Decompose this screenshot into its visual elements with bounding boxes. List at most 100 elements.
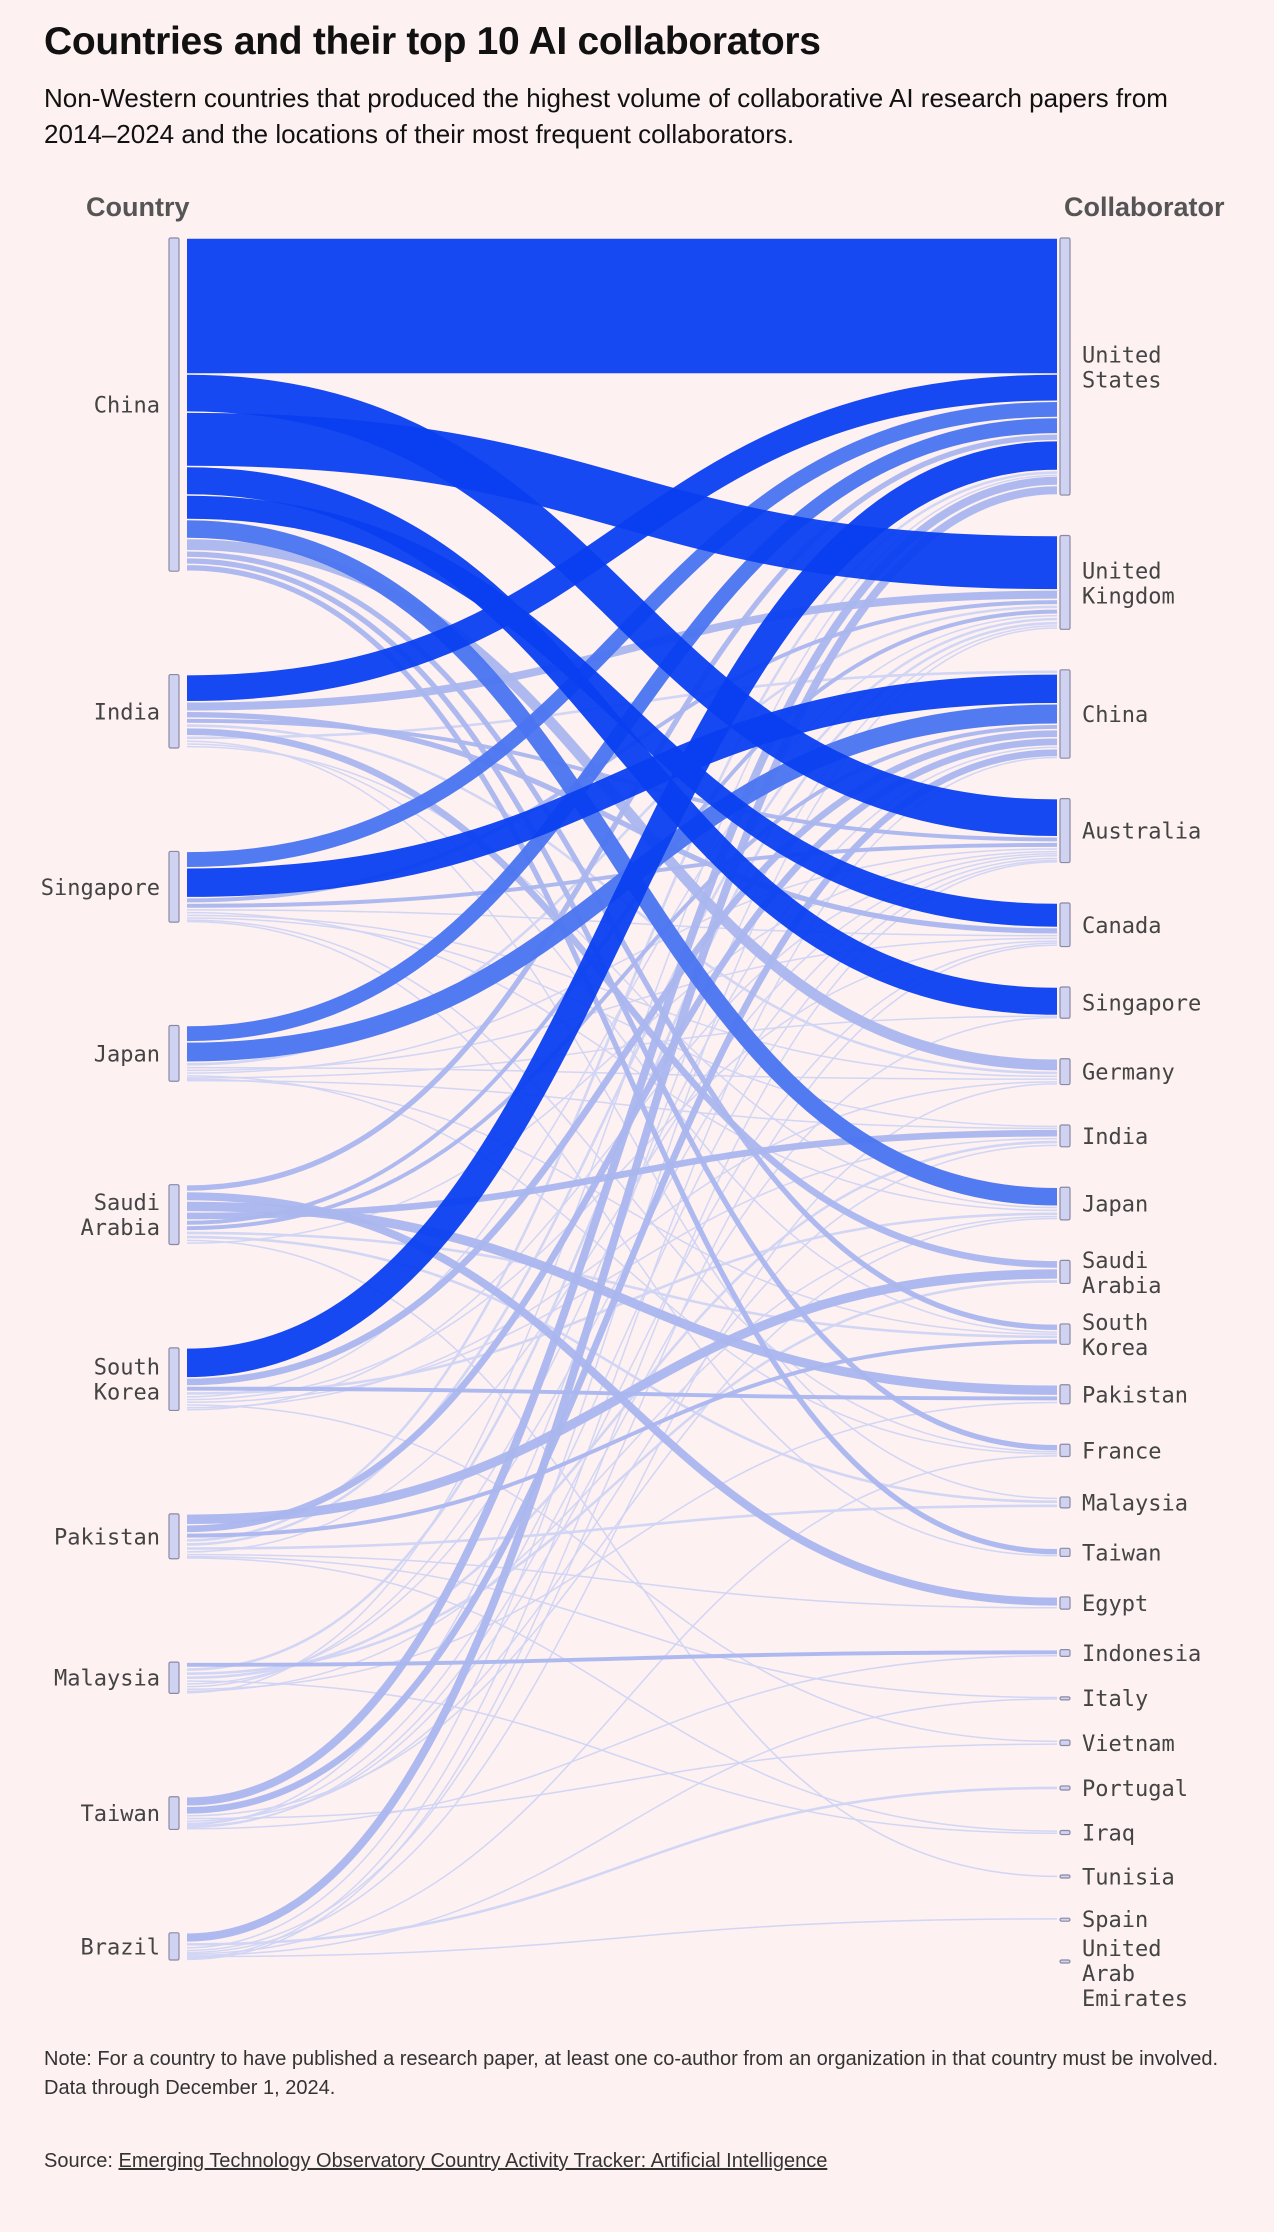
link-south-korea-to-vietnam [186, 1404, 1058, 1743]
link-taiwan-to-china [186, 749, 1058, 1814]
link-malaysia-to-pakistan [186, 1401, 1058, 1691]
target-node-australia [1059, 798, 1071, 864]
source-label-saudi-arabia: Saudi Arabia [81, 1191, 160, 1241]
target-label-indonesia: Indonesia [1082, 1642, 1201, 1667]
target-node-portugal [1059, 1785, 1071, 1791]
link-south-korea-to-united-states [186, 441, 1058, 1378]
target-node-tunisia [1059, 1874, 1071, 1879]
link-china-to-france [186, 558, 1058, 1451]
source-link[interactable]: Emerging Technology Observatory Country … [118, 2150, 828, 2172]
link-singapore-to-china [186, 674, 1058, 897]
target-label-taiwan: Taiwan [1082, 1541, 1161, 1566]
target-label-japan: Japan [1082, 1193, 1148, 1218]
target-node-france [1059, 1443, 1071, 1458]
target-label-france: France [1082, 1439, 1161, 1464]
source-node-saudi-arabia [168, 1184, 180, 1246]
link-pakistan-to-saudi-arabia [186, 1269, 1058, 1524]
chart-note: Note: For a country to have published a … [44, 2048, 1219, 2099]
source-node-singapore [168, 850, 180, 923]
target-label-tunisia: Tunisia [1082, 1865, 1175, 1890]
source-label-brazil: Brazil [81, 1935, 160, 1960]
link-china-to-united-kingdom [186, 412, 1058, 590]
source-label-india: India [94, 700, 160, 725]
link-saudi-arabia-to-india [186, 1129, 1058, 1220]
target-label-vietnam: Vietnam [1082, 1732, 1175, 1757]
target-node-south-korea [1059, 1323, 1071, 1345]
link-singapore-to-taiwan [186, 920, 1058, 1557]
source-node-brazil [168, 1932, 180, 1961]
target-label-saudi-arabia: Saudi Arabia [1082, 1249, 1161, 1299]
link-taiwan-to-australia [186, 859, 1058, 1825]
target-label-south-korea: South Korea [1082, 1311, 1148, 1361]
link-malaysia-to-iraq [186, 1680, 1058, 1834]
target-node-spain [1059, 1917, 1071, 1922]
sankey-chart: China India Singapore Japan Saudi Arabia South… [41, 237, 1201, 2012]
link-taiwan-to-canada [186, 942, 1058, 1829]
link-brazil-to-canada [186, 944, 1058, 1952]
link-saudi-arabia-to-pakistan [186, 1201, 1058, 1395]
target-node-egypt [1059, 1596, 1071, 1610]
chart-title: Countries and their top 10 AI collaborat… [44, 20, 821, 63]
source-label-south-korea: South Korea [94, 1356, 160, 1406]
link-india-to-canada [186, 712, 1058, 934]
link-pakistan-to-south-korea [186, 1339, 1058, 1538]
link-taiwan-to-india [186, 1144, 1058, 1822]
target-node-united-arab-emirates [1059, 1959, 1071, 1964]
source-node-pakistan [168, 1513, 180, 1560]
link-china-to-canada [186, 495, 1058, 927]
link-south-korea-to-japan [186, 1212, 1058, 1395]
target-node-taiwan [1059, 1547, 1071, 1558]
link-india-to-united-kingdom [186, 590, 1058, 711]
link-pakistan-to-egypt [186, 1553, 1058, 1609]
source-nodes: China India Singapore Japan Saudi Arabia South… [41, 237, 180, 1961]
target-label-australia: Australia [1082, 820, 1201, 845]
link-saudi-arabia-to-china [186, 724, 1058, 1231]
target-label-malaysia: Malaysia [1082, 1491, 1188, 1516]
source-label-china: China [94, 394, 160, 419]
target-node-china [1059, 669, 1071, 759]
target-label-egypt: Egypt [1082, 1592, 1148, 1617]
link-malaysia-to-saudi-arabia [186, 1280, 1058, 1675]
link-singapore-to-united-states [186, 401, 1058, 867]
source-node-india [168, 673, 180, 749]
target-label-united-states: United States [1082, 344, 1161, 394]
link-pakistan-to-malaysia [186, 1504, 1058, 1550]
target-node-pakistan [1059, 1384, 1071, 1405]
link-taiwan-to-vietnam [186, 1743, 1058, 1820]
link-pakistan-to-iraq [186, 1557, 1058, 1832]
source-label-taiwan: Taiwan [81, 1802, 160, 1827]
link-saudi-arabia-to-malaysia [186, 1235, 1058, 1504]
target-label-spain: Spain [1082, 1908, 1148, 1933]
target-node-indonesia [1059, 1649, 1071, 1658]
link-japan-to-germany [186, 1066, 1058, 1080]
link-malaysia-to-india [186, 1140, 1058, 1680]
source-node-taiwan [168, 1796, 180, 1831]
link-malaysia-to-australia [186, 857, 1058, 1685]
source-line: Source: Emerging Technology Observatory … [44, 2150, 827, 2173]
link-malaysia-to-indonesia [186, 1650, 1058, 1667]
source-node-china [168, 237, 180, 572]
target-label-italy: Italy [1082, 1687, 1148, 1712]
target-node-canada [1059, 902, 1071, 948]
target-node-saudi-arabia [1059, 1259, 1071, 1285]
link-pakistan-to-italy [186, 1555, 1058, 1699]
target-label-united-arab-emirates: United Arab Emirates [1082, 1937, 1188, 2012]
link-taiwan-to-indonesia [186, 1654, 1058, 1830]
link-india-to-south-korea [186, 743, 1058, 1333]
source-label: Source: [44, 2150, 113, 2172]
target-node-india [1059, 1124, 1071, 1148]
link-india-to-united-states [186, 374, 1058, 702]
target-node-united-states [1059, 237, 1071, 496]
target-node-germany [1059, 1058, 1071, 1086]
target-node-italy [1059, 1696, 1071, 1701]
source-node-malaysia [168, 1661, 180, 1694]
source-node-japan [168, 1024, 180, 1082]
target-label-singapore: Singapore [1082, 992, 1201, 1017]
source-label-pakistan: Pakistan [54, 1525, 160, 1550]
link-china-to-australia [186, 374, 1058, 836]
link-saudi-arabia-to-tunisia [186, 1239, 1058, 1878]
target-label-germany: Germany [1082, 1061, 1175, 1086]
link-india-to-malaysia [186, 740, 1058, 1500]
target-node-united-kingdom [1059, 534, 1071, 630]
source-node-south-korea [168, 1347, 180, 1412]
